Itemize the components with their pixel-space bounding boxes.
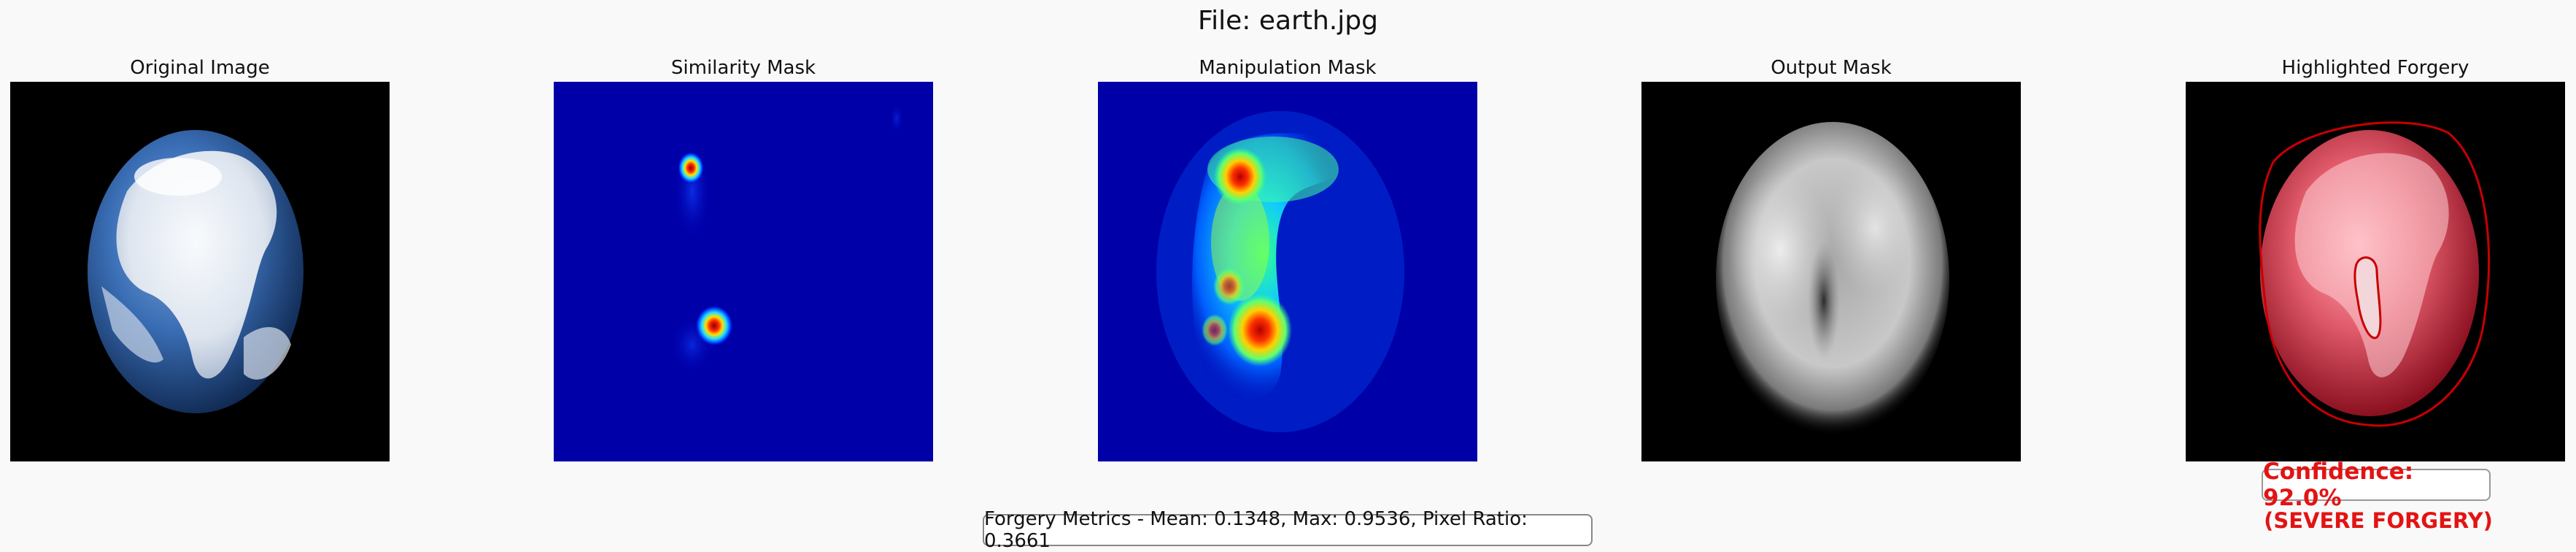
output-mask-title: Output Mask	[1771, 57, 1892, 79]
highlighted-forgery-panel: Highlighted Forgery	[2186, 54, 2565, 461]
highlighted-forgery-image	[2186, 82, 2565, 461]
manipulation-mask-title: Manipulation Mask	[1199, 57, 1377, 79]
confidence-badge: Confidence: 92.0%	[2262, 459, 2491, 511]
output-mask-image	[1641, 82, 2021, 461]
figure-title: File: earth.jpg	[1198, 6, 1378, 36]
forgery-metrics-box: Forgery Metrics - Mean: 0.1348, Max: 0.9…	[983, 508, 1593, 552]
similarity-mask-title: Similarity Mask	[670, 57, 816, 79]
original-image	[10, 82, 390, 461]
original-image-title: Original Image	[130, 57, 270, 79]
highlighted-forgery-title: Highlighted Forgery	[2281, 57, 2469, 79]
similarity-mask-panel: Similarity Mask	[554, 54, 933, 461]
manipulation-mask-panel: Manipulation Mask	[1098, 54, 1477, 461]
output-mask-panel: Output Mask	[1641, 54, 2021, 461]
similarity-mask-heatmap	[554, 82, 933, 461]
manipulation-mask-heatmap	[1098, 82, 1477, 461]
original-image-panel: Original Image	[10, 54, 390, 461]
severity-label: (SEVERE FORGERY)	[2264, 508, 2493, 533]
